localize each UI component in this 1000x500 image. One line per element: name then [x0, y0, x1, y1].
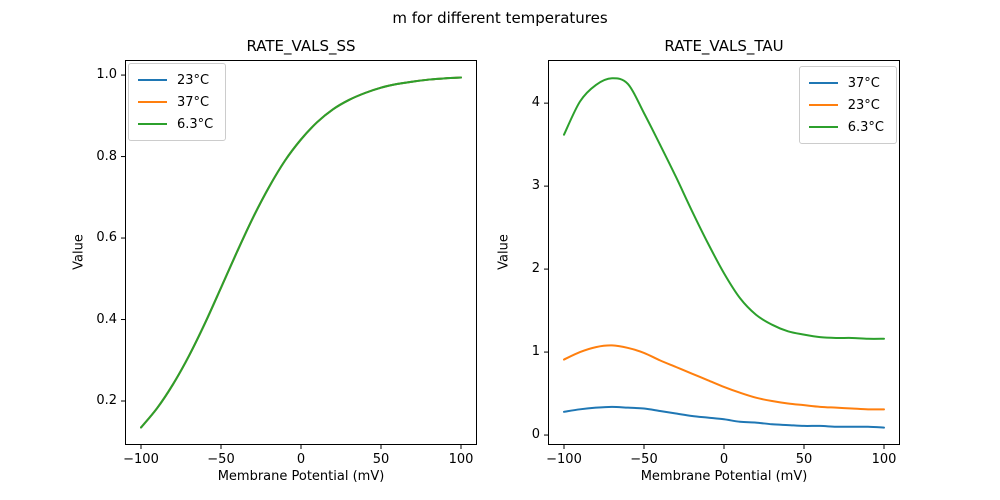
- legend-entry: 23°C: [138, 69, 213, 91]
- right-x-tick-label: −100: [546, 452, 582, 467]
- legend-label: 37°C: [847, 75, 880, 91]
- legend-line-sample: [808, 125, 838, 129]
- right-x-axis-label: Membrane Potential (mV): [640, 469, 808, 484]
- figure-suptitle: m for different temperatures: [392, 9, 608, 27]
- left-y-tick-label: 1.0: [96, 67, 117, 83]
- right-x-tick-label: −50: [630, 452, 658, 467]
- left-subplot-title: RATE_VALS_SS: [246, 37, 356, 55]
- right-subplot-title: RATE_VALS_TAU: [664, 37, 784, 55]
- legend-line-sample: [138, 78, 167, 82]
- legend-entry: 6.3°C: [138, 113, 213, 135]
- series-line-6.3C: [140, 76, 462, 429]
- right-y-tick-label: 0: [531, 427, 540, 443]
- legend-label: 6.3°C: [177, 116, 214, 132]
- left-x-tick-label: 50: [372, 452, 390, 467]
- legend-line-sample: [808, 103, 838, 107]
- legend-label: 23°C: [177, 72, 210, 88]
- right-y-tick-label: 2: [531, 261, 540, 277]
- axes-frame: [125, 60, 477, 445]
- legend-line-sample: [808, 81, 838, 85]
- left-y-tick-label: 0.2: [96, 393, 117, 408]
- legend-label: 6.3°C: [847, 119, 884, 135]
- left-x-tick-label: −100: [123, 452, 159, 467]
- right-x-tick-label: 100: [871, 452, 897, 467]
- series-line-23C: [563, 344, 885, 411]
- right-x-tick-label: 0: [719, 452, 729, 467]
- left-legend: 23°C 37°C 6.3°C: [128, 63, 227, 141]
- left-x-tick-label: −50: [207, 452, 235, 467]
- right-y-tick-label: 1: [531, 344, 540, 360]
- legend-entry: 23°C: [808, 94, 884, 116]
- left-x-tick-label: 100: [448, 452, 474, 467]
- axes-frame: [548, 60, 900, 445]
- legend-entry: 6.3°C: [808, 116, 884, 138]
- left-y-tick-label: 0.6: [96, 230, 117, 246]
- legend-line-sample: [138, 100, 167, 104]
- left-plot-area: [121, 60, 477, 449]
- right-plot-area: [544, 60, 900, 449]
- left-x-axis-label: Membrane Potential (mV): [217, 469, 385, 484]
- right-y-tick-label: 4: [531, 95, 540, 111]
- left-x-tick-label: 0: [296, 452, 306, 467]
- series-line-6.3C: [563, 77, 885, 340]
- legend-entry: 37°C: [808, 72, 884, 94]
- legend-line-sample: [138, 122, 167, 126]
- left-y-tick-label: 0.8: [96, 148, 117, 164]
- right-y-tick-label: 3: [531, 178, 540, 194]
- left-y-tick-label: 0.4: [96, 311, 117, 327]
- legend-label: 23°C: [847, 97, 880, 113]
- right-legend: 37°C 23°C 6.3°C: [798, 66, 897, 144]
- legend-entry: 37°C: [138, 91, 213, 113]
- series-line-37C: [563, 405, 885, 429]
- legend-label: 37°C: [177, 94, 210, 110]
- right-x-tick-label: 50: [795, 452, 813, 467]
